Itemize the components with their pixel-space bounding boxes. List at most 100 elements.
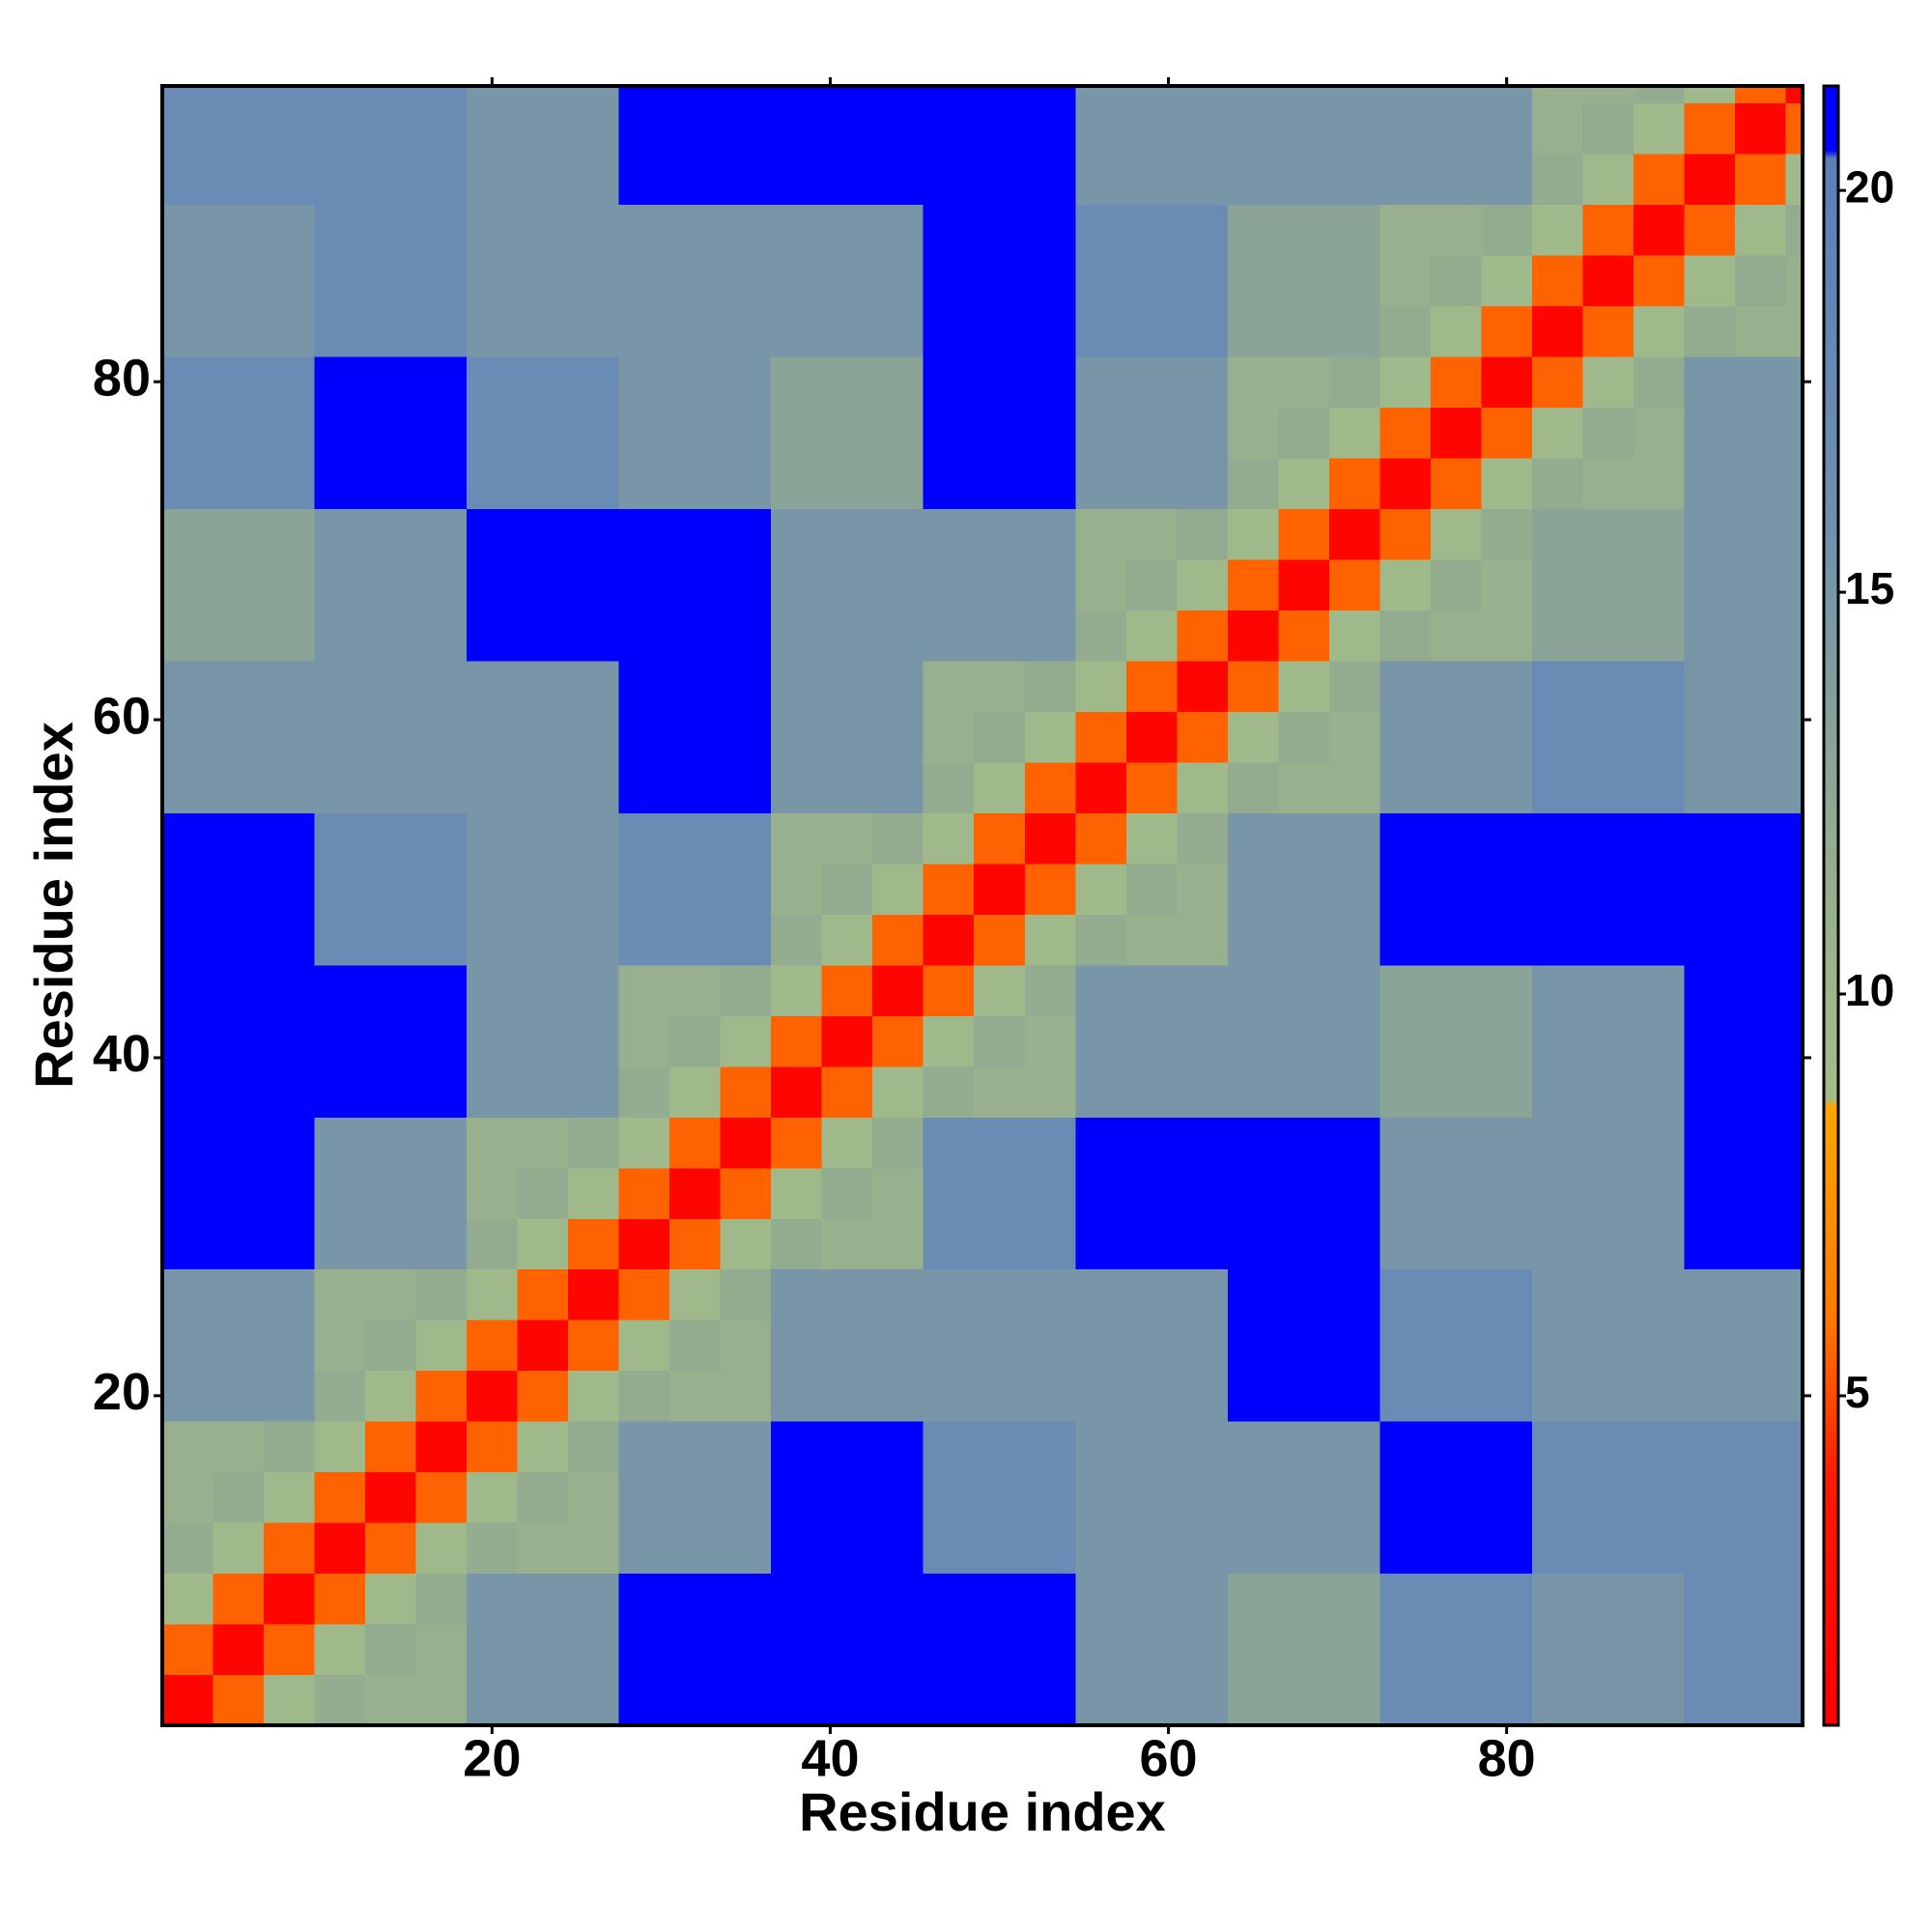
heatmap-cell <box>1177 153 1229 206</box>
heatmap-cell <box>467 1167 519 1219</box>
heatmap-cell <box>1633 1015 1686 1067</box>
heatmap-cell <box>162 1268 214 1321</box>
heatmap-cell <box>1024 1522 1076 1575</box>
heatmap-cell <box>1328 1370 1380 1422</box>
heatmap-cell <box>1024 254 1076 307</box>
heatmap-cell <box>1278 1624 1330 1676</box>
heatmap-cell <box>720 914 772 966</box>
heatmap-cell <box>1734 254 1787 307</box>
heatmap-cell <box>1633 1674 1686 1726</box>
heatmap-cell <box>1328 355 1380 409</box>
heatmap-cell <box>1227 102 1279 155</box>
heatmap-cell <box>1785 508 1804 560</box>
x-tick-label: 20 <box>463 1729 521 1787</box>
y-tick-label: 20 <box>93 1363 151 1421</box>
heatmap-cell <box>568 457 620 509</box>
heatmap-cell <box>517 964 569 1016</box>
heatmap-cell <box>517 761 569 813</box>
heatmap-cell <box>974 1421 1026 1473</box>
heatmap-cell <box>1024 102 1076 155</box>
heatmap-cell <box>1278 558 1330 611</box>
heatmap-cell <box>1075 558 1127 611</box>
heatmap-cell <box>467 508 519 560</box>
heatmap-cell <box>213 1522 265 1575</box>
heatmap-cell <box>1785 86 1804 104</box>
heatmap-cell <box>669 204 722 256</box>
heatmap-cell <box>1734 1218 1787 1270</box>
heatmap-cell <box>1177 204 1229 256</box>
heatmap-cell <box>1278 1370 1330 1422</box>
heatmap-cell <box>1734 863 1787 915</box>
heatmap-cell <box>1684 761 1736 813</box>
heatmap-cell <box>365 1674 417 1726</box>
heatmap-cell <box>771 1218 823 1270</box>
heatmap-cell <box>1278 102 1330 155</box>
heatmap-cell <box>568 204 620 256</box>
heatmap-cell <box>1481 914 1533 966</box>
heatmap-cell <box>314 1471 366 1523</box>
heatmap-cell <box>467 812 519 865</box>
heatmap-cell <box>1075 1370 1127 1422</box>
heatmap-cell <box>669 1167 722 1219</box>
heatmap-cell <box>213 558 265 611</box>
heatmap-cell <box>162 1471 214 1523</box>
heatmap-cell <box>1227 1471 1279 1523</box>
heatmap-cell <box>720 1370 772 1422</box>
heatmap-cell <box>923 153 975 206</box>
heatmap-cell <box>771 1320 823 1372</box>
heatmap-cell <box>1379 1268 1432 1321</box>
heatmap-cell <box>1328 508 1380 560</box>
heatmap-cell <box>467 1674 519 1726</box>
heatmap-cell <box>1582 1471 1634 1523</box>
heatmap-cell <box>1125 457 1178 509</box>
heatmap-cell <box>568 508 620 560</box>
heatmap-cell <box>1227 610 1279 662</box>
heatmap-cell <box>365 86 417 104</box>
heatmap-cell <box>1278 86 1330 104</box>
heatmap-cell <box>213 761 265 813</box>
heatmap-cell <box>1075 254 1127 307</box>
heatmap-cell <box>568 1522 620 1575</box>
heatmap-cell <box>467 102 519 155</box>
heatmap-cell <box>1278 610 1330 662</box>
heatmap-cell <box>1785 457 1804 509</box>
heatmap-cell <box>517 1320 569 1372</box>
heatmap-cell <box>415 964 468 1016</box>
heatmap-cell <box>264 1218 316 1270</box>
heatmap-cell <box>365 1167 417 1219</box>
heatmap-cell <box>669 964 722 1016</box>
heatmap-cell <box>1075 1167 1127 1219</box>
heatmap-cell <box>720 1015 772 1067</box>
heatmap-cell <box>162 1674 214 1726</box>
heatmap-cell <box>1430 153 1483 206</box>
heatmap-cell <box>1633 1117 1686 1169</box>
heatmap-cell <box>1177 457 1229 509</box>
heatmap-cell <box>618 711 670 763</box>
heatmap-cell <box>872 1015 924 1067</box>
heatmap-cell <box>1328 1522 1380 1575</box>
heatmap-cell <box>771 1471 823 1523</box>
heatmap-cell <box>1582 1370 1634 1422</box>
heatmap-cell <box>264 204 316 256</box>
heatmap-cell <box>213 1218 265 1270</box>
heatmap-cell <box>1785 660 1804 712</box>
heatmap-cell <box>720 1471 772 1523</box>
heatmap-cell <box>1328 457 1380 509</box>
heatmap-cell <box>1582 153 1634 206</box>
heatmap-cell <box>974 457 1026 509</box>
heatmap-cell <box>720 1522 772 1575</box>
heatmap-cell <box>162 1167 214 1219</box>
heatmap-cell <box>771 761 823 813</box>
heatmap-cell <box>365 1320 417 1372</box>
heatmap-cell <box>1024 914 1076 966</box>
heatmap-cell <box>618 1674 670 1726</box>
heatmap-cell <box>821 610 873 662</box>
heatmap-cell <box>1785 964 1804 1016</box>
heatmap-cell <box>213 86 265 104</box>
heatmap-cell <box>1531 1268 1584 1321</box>
heatmap-cell <box>568 407 620 459</box>
heatmap-cell <box>1227 305 1279 357</box>
heatmap-cell <box>1531 457 1584 509</box>
heatmap-cell <box>1125 1015 1178 1067</box>
heatmap-cell <box>1227 1522 1279 1575</box>
